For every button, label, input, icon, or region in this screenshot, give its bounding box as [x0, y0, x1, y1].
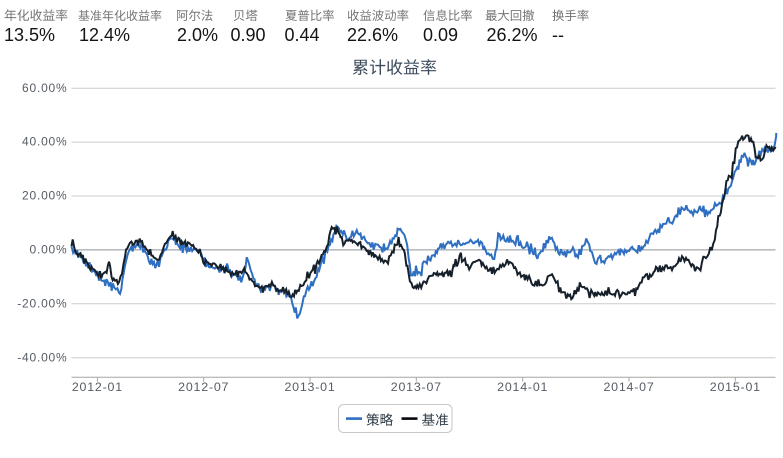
- svg-text:2013-07: 2013-07: [391, 380, 442, 394]
- svg-text:40.00%: 40.00%: [22, 135, 68, 149]
- svg-text:13.5%: 13.5%: [4, 25, 55, 45]
- svg-text:2012-07: 2012-07: [178, 380, 229, 394]
- svg-text:2.0%: 2.0%: [177, 25, 218, 45]
- svg-text:0.90: 0.90: [231, 25, 266, 45]
- svg-text:-20.00%: -20.00%: [17, 296, 67, 310]
- svg-text:-40.00%: -40.00%: [17, 350, 67, 364]
- svg-text:26.2%: 26.2%: [487, 25, 538, 45]
- svg-text:--: --: [552, 25, 564, 45]
- svg-text:20.00%: 20.00%: [22, 189, 68, 203]
- svg-text:0.44: 0.44: [285, 25, 320, 45]
- svg-text:2012-01: 2012-01: [72, 380, 123, 394]
- svg-text:0.00%: 0.00%: [29, 243, 67, 257]
- svg-text:2015-01: 2015-01: [710, 380, 761, 394]
- svg-text:2014-07: 2014-07: [603, 380, 654, 394]
- svg-text:22.6%: 22.6%: [347, 25, 398, 45]
- svg-text:60.00%: 60.00%: [22, 81, 68, 95]
- svg-text:2014-01: 2014-01: [497, 380, 548, 394]
- svg-text:2013-01: 2013-01: [284, 380, 335, 394]
- svg-text:0.09: 0.09: [423, 25, 458, 45]
- svg-text:12.4%: 12.4%: [79, 25, 130, 45]
